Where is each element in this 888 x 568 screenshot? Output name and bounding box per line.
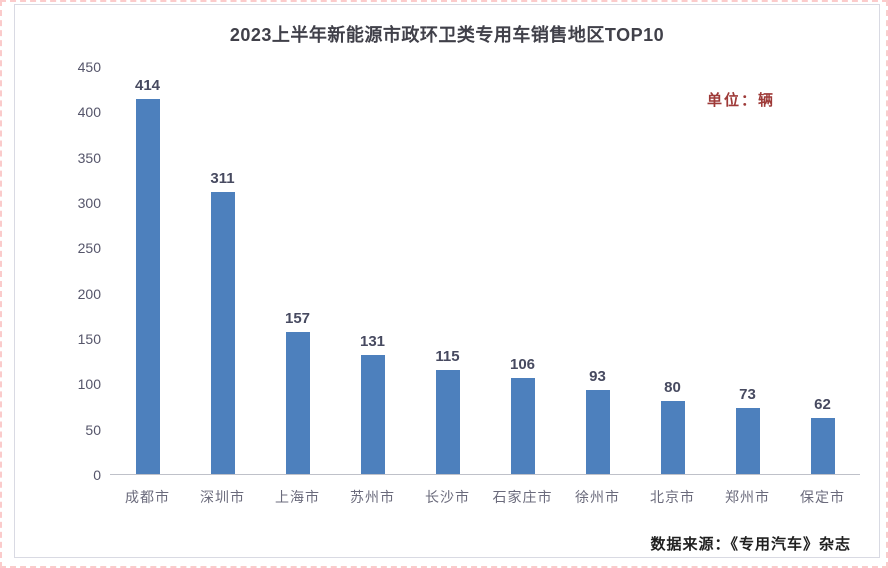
bar-slot: 157: [260, 66, 335, 474]
bar-value-label: 157: [284, 309, 311, 327]
bar-value-label: 115: [435, 347, 460, 365]
x-axis-category-label: 石家庄市: [492, 489, 553, 505]
bar-slot: 115: [410, 66, 485, 474]
bar: [285, 331, 310, 474]
bar: [735, 407, 760, 474]
bar: [210, 192, 235, 474]
y-axis-tick-label: 50: [85, 421, 101, 438]
bar: [585, 389, 610, 474]
chart-card: 2023上半年新能源市政环卫类专用车销售地区TOP10 单位：辆 0 50 100 1…: [14, 4, 880, 558]
y-axis-tick-label: 0: [93, 467, 101, 483]
y-axis-tick-label: 100: [77, 376, 101, 393]
x-axis-category-label: 苏州市: [350, 489, 395, 505]
x-axis-category-label: 徐州市: [575, 489, 620, 505]
bar-slot: 73: [710, 66, 785, 474]
bar-value-label: 414: [134, 76, 161, 94]
bar-slot: 62: [785, 66, 860, 474]
y-axis-tick-label: 150: [77, 331, 101, 347]
bar-value-label: 62: [814, 395, 831, 413]
bar: [435, 369, 460, 474]
x-axis-category-label: 郑州市: [725, 489, 770, 505]
y-axis-tick-label: 350: [77, 149, 101, 166]
bar-slot: 80: [635, 66, 710, 474]
bar: [510, 377, 535, 474]
bar-value-label: 73: [739, 385, 756, 403]
x-axis-category-label: 北京市: [650, 489, 695, 505]
bar: [135, 98, 160, 474]
y-axis-tick-label: 250: [77, 240, 101, 257]
y-axis-tick-label: 200: [77, 285, 101, 302]
bar-value-label: 106: [509, 355, 536, 373]
bar: [810, 417, 835, 474]
bar-slot: 93: [560, 66, 635, 474]
bar-slot: 106: [485, 66, 560, 474]
bar: [360, 355, 385, 474]
plot-area: 414 311 157 131 115 106 93 80 73 62: [110, 67, 860, 475]
bar-slot: 311: [185, 66, 260, 474]
y-axis-tick-label: 300: [77, 195, 101, 211]
unit-label: 单位：辆: [707, 92, 776, 109]
x-axis-category-label: 保定市: [800, 489, 845, 505]
data-source-note: 数据来源：《专用汽车》杂志: [650, 536, 851, 553]
y-axis-tick-label: 400: [77, 104, 101, 121]
bar-value-label: 131: [359, 333, 386, 351]
chart-title: 2023上半年新能源市政环卫类专用车销售地区TOP10: [229, 25, 665, 45]
bar-value-label: 80: [664, 379, 681, 397]
bar-slot: 131: [335, 66, 410, 474]
y-axis-tick-labels: 0 50 100 150 200 250 300 350 400 450: [29, 59, 101, 483]
x-axis-category-label: 深圳市: [200, 489, 245, 505]
bar-value-label: 93: [589, 367, 606, 385]
bar-value-label: 311: [210, 170, 235, 188]
bar: [660, 401, 685, 474]
x-axis-category-label: 成都市: [125, 489, 170, 505]
x-axis-category-labels: 成都市 深圳市 上海市 苏州市 长沙市 石家庄市 徐州市 北京市 郑州市 保定市: [110, 487, 860, 509]
x-axis-category-label: 上海市: [275, 489, 320, 505]
y-axis-tick-label: 450: [77, 59, 101, 75]
bar-slot: 414: [110, 66, 185, 474]
x-axis-category-label: 长沙市: [425, 489, 470, 505]
